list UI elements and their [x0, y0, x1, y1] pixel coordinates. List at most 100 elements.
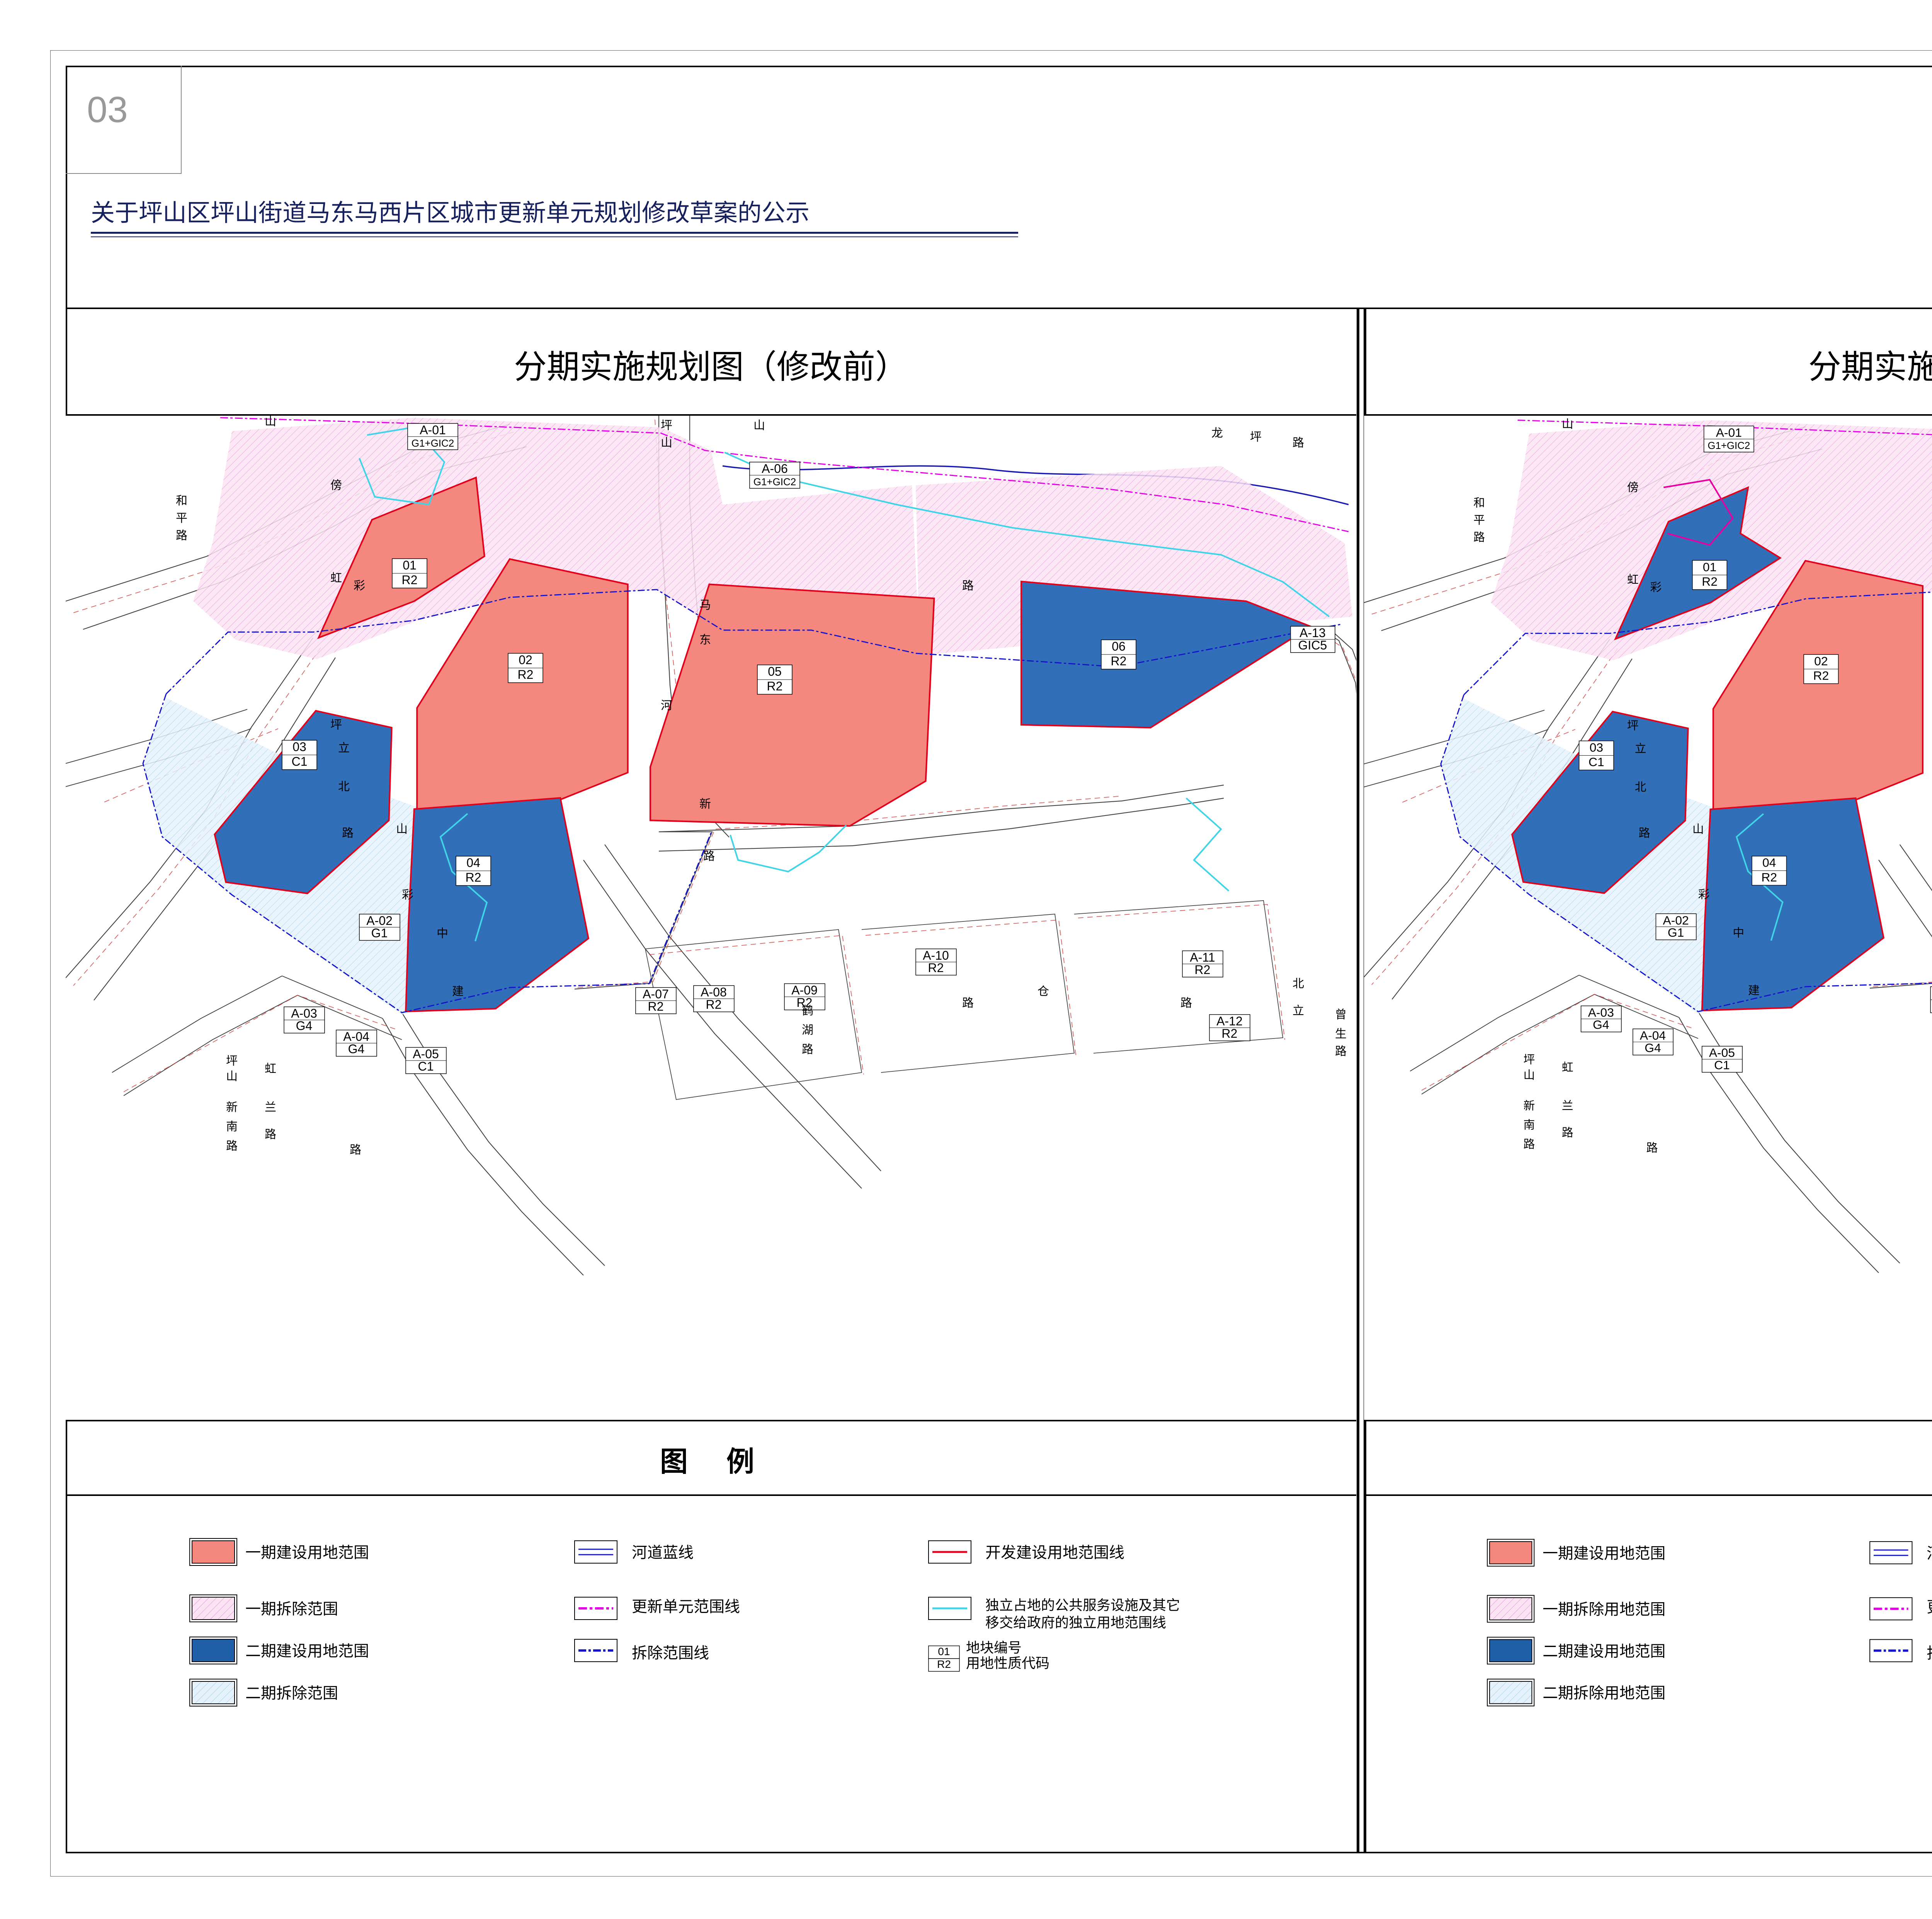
- svg-text:路: 路: [802, 1043, 813, 1056]
- svg-text:A-04: A-04: [343, 1030, 369, 1044]
- svg-text:C1: C1: [1588, 755, 1604, 769]
- svg-text:南: 南: [1524, 1119, 1535, 1132]
- svg-text:路: 路: [350, 1144, 361, 1156]
- svg-text:路: 路: [176, 529, 187, 542]
- svg-text:G4: G4: [296, 1019, 313, 1033]
- svg-text:R2: R2: [1813, 669, 1829, 683]
- svg-text:东: 东: [699, 634, 711, 646]
- svg-text:R2: R2: [402, 573, 418, 587]
- svg-text:04: 04: [1762, 856, 1776, 870]
- svg-text:路: 路: [1335, 1045, 1347, 1058]
- svg-text:虹: 虹: [1562, 1061, 1573, 1074]
- svg-text:山: 山: [1562, 418, 1573, 431]
- svg-text:G4: G4: [1645, 1041, 1661, 1055]
- svg-text:A-03: A-03: [291, 1006, 317, 1020]
- svg-text:坪: 坪: [1250, 431, 1262, 444]
- svg-text:G1: G1: [371, 926, 388, 940]
- svg-text:新: 新: [699, 798, 711, 811]
- svg-text:A-06: A-06: [762, 462, 788, 476]
- svg-text:湖: 湖: [802, 1024, 813, 1037]
- svg-text:北: 北: [1635, 781, 1646, 794]
- svg-text:山: 山: [396, 823, 408, 836]
- svg-text:路: 路: [226, 1140, 238, 1152]
- svg-text:A-12: A-12: [1216, 1014, 1243, 1028]
- svg-text:G4: G4: [1593, 1018, 1609, 1032]
- svg-text:R2: R2: [1195, 963, 1211, 977]
- svg-text:01: 01: [938, 1645, 950, 1657]
- svg-text:立: 立: [338, 742, 350, 755]
- svg-text:新: 新: [1524, 1100, 1535, 1112]
- svg-text:R2: R2: [648, 999, 664, 1013]
- svg-text:路: 路: [1524, 1138, 1535, 1151]
- svg-text:坪: 坪: [330, 719, 342, 731]
- svg-text:A-05: A-05: [1709, 1046, 1735, 1060]
- svg-text:坪: 坪: [1627, 719, 1639, 732]
- svg-text:一期拆除范围: 一期拆除范围: [245, 1601, 338, 1618]
- svg-text:曾: 曾: [1335, 1008, 1347, 1021]
- svg-text:虹: 虹: [1627, 573, 1639, 586]
- svg-text:A-13: A-13: [1299, 626, 1326, 640]
- svg-text:一期拆除用地范围: 一期拆除用地范围: [1543, 1601, 1665, 1618]
- svg-text:路: 路: [1562, 1126, 1573, 1139]
- svg-text:更新单元范围线: 更新单元范围线: [1927, 1599, 1932, 1616]
- svg-text:建: 建: [1748, 984, 1760, 997]
- svg-text:二期建设用地范围: 二期建设用地范围: [1543, 1643, 1665, 1660]
- svg-text:开发建设用地范围线: 开发建设用地范围线: [985, 1544, 1124, 1561]
- svg-text:彩: 彩: [402, 889, 413, 901]
- svg-text:平: 平: [176, 512, 187, 525]
- svg-text:坪: 坪: [661, 419, 672, 432]
- svg-text:一期建设用地范围: 一期建设用地范围: [245, 1544, 369, 1561]
- svg-text:和: 和: [176, 495, 187, 507]
- svg-text:傍: 傍: [1627, 481, 1639, 494]
- svg-text:路: 路: [342, 827, 354, 840]
- svg-text:C1: C1: [418, 1059, 434, 1073]
- svg-text:GIC5: GIC5: [1298, 638, 1327, 652]
- svg-text:彩: 彩: [1650, 581, 1662, 594]
- svg-text:一期建设用地范围: 一期建设用地范围: [1543, 1545, 1665, 1562]
- svg-text:A-01: A-01: [420, 423, 446, 437]
- svg-text:G1+GIC2: G1+GIC2: [1708, 440, 1750, 451]
- svg-text:A-07: A-07: [643, 987, 669, 1001]
- svg-text:06: 06: [1112, 639, 1126, 653]
- svg-text:R2: R2: [1111, 654, 1127, 668]
- svg-text:G1+GIC2: G1+GIC2: [753, 476, 796, 488]
- svg-text:路: 路: [1639, 827, 1650, 840]
- svg-text:傍: 傍: [330, 479, 342, 492]
- svg-text:山: 山: [753, 419, 765, 432]
- svg-text:路: 路: [703, 850, 715, 863]
- svg-text:中: 中: [1733, 927, 1744, 940]
- svg-text:和: 和: [1473, 496, 1485, 509]
- svg-text:04: 04: [466, 856, 480, 870]
- svg-text:彩: 彩: [1698, 888, 1710, 901]
- svg-text:北: 北: [1293, 977, 1304, 990]
- svg-text:坪: 坪: [226, 1055, 238, 1067]
- svg-text:新: 新: [226, 1101, 238, 1114]
- svg-text:兰: 兰: [265, 1101, 276, 1114]
- svg-text:A-02: A-02: [1663, 913, 1689, 927]
- svg-text:02: 02: [1814, 654, 1828, 668]
- svg-text:02: 02: [519, 653, 532, 667]
- svg-text:用地性质代码: 用地性质代码: [966, 1655, 1049, 1671]
- svg-text:A-05: A-05: [413, 1047, 439, 1061]
- svg-text:G1+GIC2: G1+GIC2: [412, 437, 454, 449]
- svg-text:A-02: A-02: [366, 914, 393, 928]
- svg-text:A-03: A-03: [1588, 1005, 1614, 1019]
- svg-text:仓: 仓: [1037, 985, 1049, 998]
- svg-text:R2: R2: [518, 668, 534, 682]
- svg-text:虹: 虹: [265, 1062, 276, 1075]
- svg-text:A-01: A-01: [1716, 425, 1742, 439]
- svg-text:立: 立: [1293, 1005, 1304, 1017]
- svg-text:05: 05: [768, 665, 782, 678]
- svg-text:03: 03: [293, 740, 306, 754]
- svg-text:R2: R2: [466, 870, 481, 884]
- svg-text:河道蓝线: 河道蓝线: [1927, 1545, 1932, 1562]
- svg-text:03: 03: [1590, 740, 1603, 754]
- svg-text:虹: 虹: [330, 572, 342, 585]
- svg-text:C1: C1: [1714, 1058, 1730, 1072]
- svg-text:R2: R2: [706, 998, 722, 1011]
- svg-text:独立占地的公共服务设施及其它: 独立占地的公共服务设施及其它: [985, 1597, 1180, 1613]
- svg-text:01: 01: [1703, 560, 1716, 574]
- svg-text:二期拆除用地范围: 二期拆除用地范围: [1543, 1685, 1665, 1702]
- svg-text:R2: R2: [937, 1658, 951, 1670]
- svg-text:R2: R2: [928, 961, 944, 975]
